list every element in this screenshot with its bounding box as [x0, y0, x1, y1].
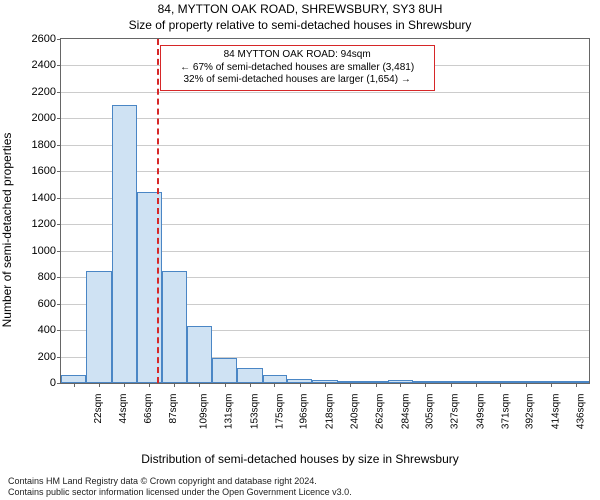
chart-plot-area: 84 MYTTON OAK ROAD: 94sqm ← 67% of semi-…	[60, 38, 590, 384]
gridline	[61, 118, 589, 119]
y-tick-mark	[57, 224, 61, 225]
y-tick-mark	[57, 39, 61, 40]
annotation-line-1: 84 MYTTON OAK ROAD: 94sqm	[167, 49, 428, 62]
x-tick-label: 44sqm	[118, 394, 129, 424]
histogram-bar	[162, 271, 186, 383]
x-tick-label: 66sqm	[143, 394, 154, 424]
x-tick-mark	[74, 383, 75, 387]
y-tick-label: 2600	[32, 33, 56, 45]
footer-line-1: Contains HM Land Registry data © Crown c…	[8, 476, 592, 487]
x-tick-label: 153sqm	[249, 394, 260, 430]
y-tick-mark	[57, 145, 61, 146]
y-tick-mark	[57, 65, 61, 66]
y-tick-label: 600	[38, 298, 56, 310]
x-tick-label: 131sqm	[224, 394, 235, 430]
y-tick-label: 400	[38, 324, 56, 336]
y-tick-mark	[57, 383, 61, 384]
y-tick-mark	[57, 198, 61, 199]
page-title-1: 84, MYTTON OAK ROAD, SHREWSBURY, SY3 8UH	[0, 2, 600, 16]
x-tick-mark	[225, 383, 226, 387]
footer-credits: Contains HM Land Registry data © Crown c…	[8, 476, 592, 499]
x-tick-label: 87sqm	[168, 394, 179, 424]
y-axis-label: Number of semi-detached properties	[0, 35, 14, 230]
x-tick-mark	[400, 383, 401, 387]
x-tick-mark	[250, 383, 251, 387]
x-axis-label: Distribution of semi-detached houses by …	[0, 452, 600, 466]
y-tick-label: 1400	[32, 192, 56, 204]
y-tick-mark	[57, 92, 61, 93]
y-tick-label: 2000	[32, 112, 56, 124]
gridline	[61, 92, 589, 93]
y-tick-mark	[57, 118, 61, 119]
property-marker-line	[157, 39, 159, 383]
x-tick-label: 218sqm	[324, 394, 335, 430]
histogram-bar	[263, 375, 287, 383]
x-tick-mark	[325, 383, 326, 387]
gridline	[61, 171, 589, 172]
histogram-bar	[187, 326, 212, 383]
chart-annotation: 84 MYTTON OAK ROAD: 94sqm ← 67% of semi-…	[160, 45, 435, 91]
annotation-line-2: ← 67% of semi-detached houses are smalle…	[167, 62, 428, 75]
y-tick-label: 1200	[32, 218, 56, 230]
x-tick-label: 262sqm	[375, 394, 386, 430]
y-tick-label: 800	[38, 271, 56, 283]
x-tick-mark	[376, 383, 377, 387]
y-tick-label: 1600	[32, 165, 56, 177]
x-tick-label: 414sqm	[550, 394, 561, 430]
x-tick-label: 109sqm	[199, 394, 210, 430]
x-tick-mark	[99, 383, 100, 387]
x-tick-label: 284sqm	[400, 394, 411, 430]
x-tick-mark	[526, 383, 527, 387]
x-tick-label: 392sqm	[525, 394, 536, 430]
histogram-bar	[237, 368, 262, 383]
x-tick-label: 196sqm	[299, 394, 310, 430]
y-tick-label: 2400	[32, 59, 56, 71]
annotation-line-3: 32% of semi-detached houses are larger (…	[167, 74, 428, 87]
x-tick-label: 22sqm	[93, 394, 104, 424]
histogram-bar	[112, 105, 137, 383]
x-tick-mark	[476, 383, 477, 387]
y-tick-mark	[57, 330, 61, 331]
x-tick-mark	[451, 383, 452, 387]
x-tick-label: 371sqm	[501, 394, 512, 430]
x-tick-mark	[199, 383, 200, 387]
x-tick-mark	[551, 383, 552, 387]
x-tick-mark	[174, 383, 175, 387]
x-tick-label: 436sqm	[576, 394, 587, 430]
histogram-bar	[61, 375, 86, 383]
x-tick-mark	[149, 383, 150, 387]
y-tick-mark	[57, 357, 61, 358]
y-tick-label: 1000	[32, 245, 56, 257]
x-tick-mark	[576, 383, 577, 387]
y-tick-label: 1800	[32, 139, 56, 151]
histogram-bar	[212, 358, 237, 383]
y-tick-label: 0	[50, 377, 56, 389]
x-tick-mark	[425, 383, 426, 387]
x-tick-label: 305sqm	[425, 394, 436, 430]
y-tick-mark	[57, 171, 61, 172]
page-title-2: Size of property relative to semi-detach…	[0, 18, 600, 32]
histogram-bar	[86, 271, 111, 383]
y-tick-label: 200	[38, 351, 56, 363]
gridline	[61, 145, 589, 146]
x-tick-mark	[274, 383, 275, 387]
y-tick-mark	[57, 251, 61, 252]
y-tick-label: 2200	[32, 86, 56, 98]
x-tick-label: 175sqm	[275, 394, 286, 430]
y-tick-mark	[57, 304, 61, 305]
footer-line-2: Contains public sector information licen…	[8, 487, 592, 498]
y-tick-mark	[57, 277, 61, 278]
x-tick-mark	[500, 383, 501, 387]
x-tick-label: 240sqm	[350, 394, 361, 430]
x-tick-mark	[300, 383, 301, 387]
x-tick-label: 327sqm	[450, 394, 461, 430]
x-tick-mark	[350, 383, 351, 387]
x-tick-label: 349sqm	[475, 394, 486, 430]
x-tick-mark	[124, 383, 125, 387]
